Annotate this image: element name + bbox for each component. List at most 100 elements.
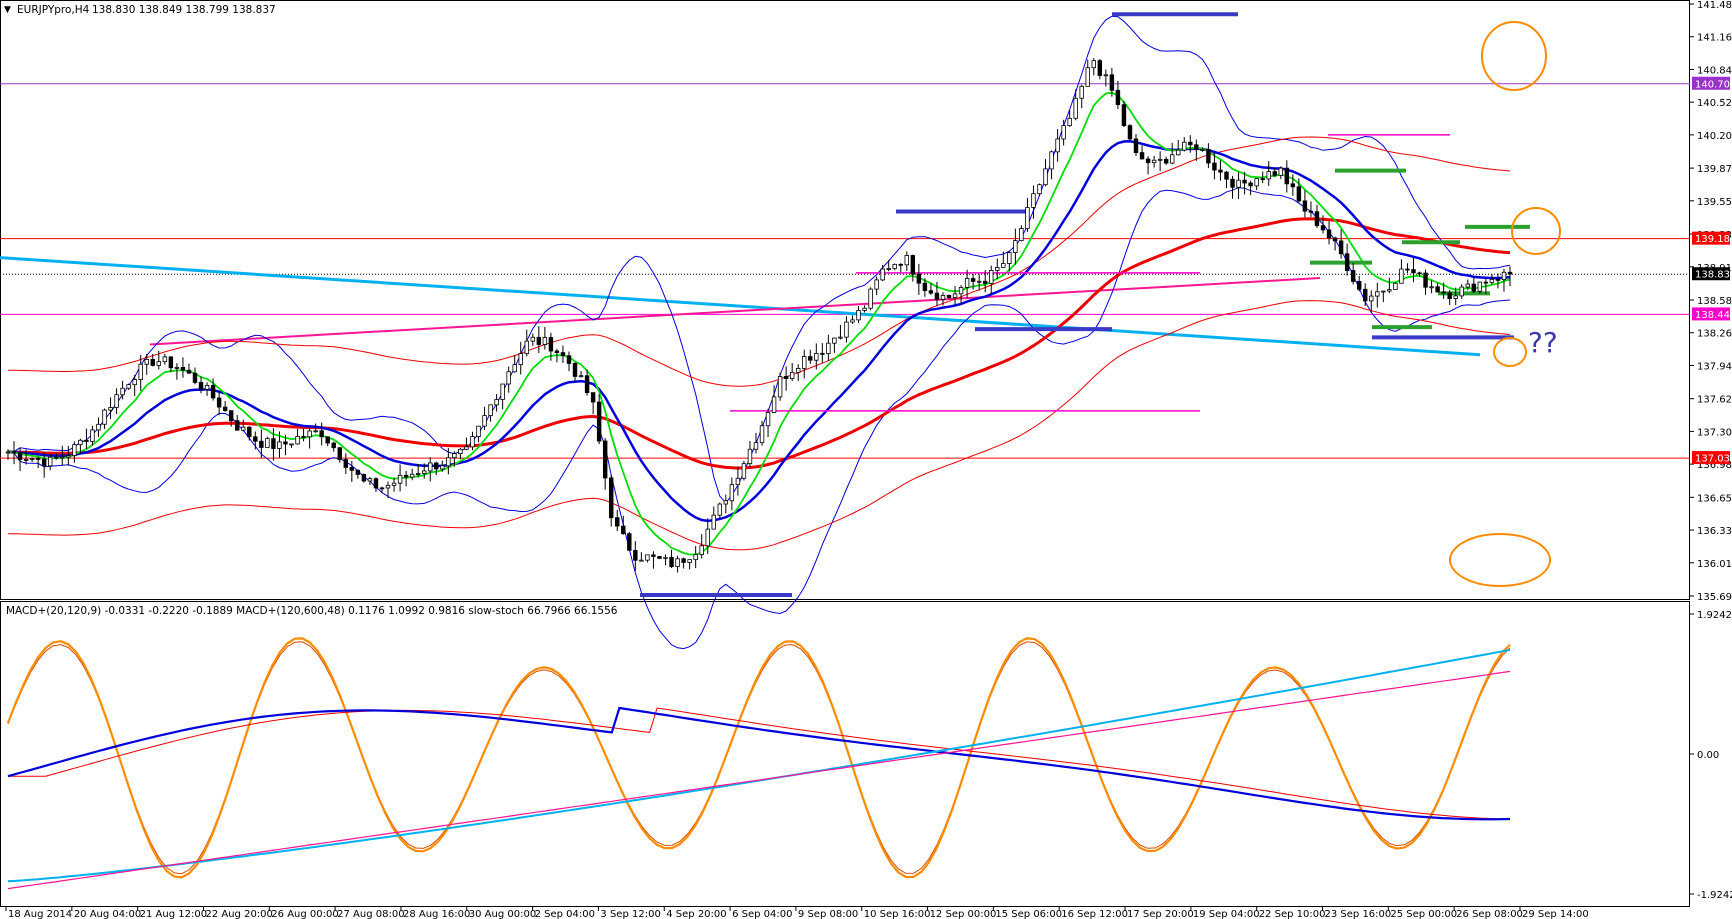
candle-body[interactable] (391, 482, 397, 486)
candle-body[interactable] (114, 394, 119, 408)
candle-body[interactable] (693, 554, 698, 561)
candle-body[interactable] (554, 350, 560, 354)
candle-body[interactable] (1477, 281, 1483, 292)
candle-body[interactable] (1133, 138, 1139, 153)
candle-body[interactable] (759, 425, 765, 444)
candle-body[interactable] (17, 452, 23, 460)
candle-body[interactable] (808, 356, 813, 361)
candle-body[interactable] (102, 409, 107, 425)
candle-body[interactable] (916, 273, 922, 284)
candle-body[interactable] (995, 267, 1000, 271)
candle-body[interactable] (1037, 184, 1042, 195)
candle-body[interactable] (530, 336, 536, 342)
candle-body[interactable] (548, 337, 554, 352)
highlight-circle[interactable] (1449, 533, 1551, 587)
candle-body[interactable] (247, 426, 252, 438)
candle-body[interactable] (771, 396, 777, 413)
candle-body[interactable] (572, 363, 578, 377)
candle-body[interactable] (403, 474, 409, 478)
candle-body[interactable] (343, 459, 349, 468)
candle-body[interactable] (627, 533, 632, 551)
candle-body[interactable] (301, 436, 306, 438)
candle-body[interactable] (325, 436, 330, 444)
candle-body[interactable] (29, 458, 35, 460)
candle-body[interactable] (663, 556, 668, 559)
candle-body[interactable] (1109, 74, 1115, 91)
candle-body[interactable] (608, 477, 614, 519)
candle-body[interactable] (379, 487, 385, 490)
candle-body[interactable] (1151, 159, 1157, 164)
candle-body[interactable] (1007, 252, 1012, 264)
candle-body[interactable] (476, 425, 481, 437)
candle-body[interactable] (132, 379, 137, 386)
candle-body[interactable] (464, 446, 469, 450)
candle-body[interactable] (1188, 141, 1193, 146)
candle-body[interactable] (1447, 292, 1452, 299)
candle-body[interactable] (795, 368, 801, 373)
highlight-circle[interactable] (1493, 337, 1527, 367)
candle-body[interactable] (1145, 158, 1151, 164)
candle-body[interactable] (5, 451, 11, 454)
candle-body[interactable] (596, 401, 602, 442)
candle-body[interactable] (289, 443, 294, 446)
candle-body[interactable] (1356, 281, 1362, 290)
candle-body[interactable] (1429, 286, 1434, 289)
candle-body[interactable] (687, 559, 692, 563)
candle-body[interactable] (1224, 171, 1229, 180)
candle-body[interactable] (928, 290, 934, 294)
candle-body[interactable] (1284, 167, 1290, 185)
candle-body[interactable] (126, 384, 131, 389)
candle-body[interactable] (747, 448, 753, 465)
candle-body[interactable] (669, 556, 674, 568)
candle-body[interactable] (1266, 171, 1271, 180)
candle-body[interactable] (253, 436, 258, 442)
candle-body[interactable] (1013, 240, 1018, 253)
candle-body[interactable] (741, 463, 747, 479)
candle-body[interactable] (277, 441, 282, 449)
candle-body[interactable] (120, 387, 125, 396)
candle-body[interactable] (11, 451, 17, 454)
candle-body[interactable] (681, 558, 686, 563)
candle-body[interactable] (385, 485, 391, 489)
candle-body[interactable] (802, 356, 807, 369)
candle-body[interactable] (482, 415, 487, 427)
candle-body[interactable] (48, 456, 53, 467)
candle-body[interactable] (964, 278, 970, 288)
candle-body[interactable] (1350, 270, 1356, 282)
candle-body[interactable] (874, 279, 879, 290)
candle-body[interactable] (1206, 148, 1211, 164)
candle-body[interactable] (1308, 210, 1314, 213)
candle-body[interactable] (850, 319, 855, 323)
candle-body[interactable] (84, 439, 89, 442)
candle-body[interactable] (180, 366, 186, 371)
candle-body[interactable] (35, 458, 41, 460)
candle-body[interactable] (820, 352, 825, 355)
candle-body[interactable] (705, 528, 710, 547)
candle-body[interactable] (1320, 225, 1326, 231)
candle-body[interactable] (904, 255, 910, 266)
candle-body[interactable] (970, 278, 976, 282)
candle-body[interactable] (192, 372, 198, 383)
candle-body[interactable] (1423, 272, 1428, 288)
candle-body[interactable] (319, 430, 324, 438)
candle-body[interactable] (1157, 158, 1163, 161)
candle-body[interactable] (1055, 138, 1060, 153)
candle-body[interactable] (1121, 104, 1127, 127)
candle-body[interactable] (518, 353, 523, 366)
candle-body[interactable] (856, 310, 861, 321)
candle-body[interactable] (1061, 125, 1066, 140)
pink-trendline[interactable] (149, 277, 1321, 346)
candle-body[interactable] (1363, 288, 1368, 302)
candle-body[interactable] (783, 376, 789, 379)
candle-body[interactable] (590, 392, 596, 403)
candle-body[interactable] (1296, 186, 1302, 202)
candle-body[interactable] (1127, 125, 1133, 140)
candle-body[interactable] (958, 287, 964, 295)
candle-body[interactable] (886, 268, 891, 270)
candle-body[interactable] (1507, 271, 1513, 275)
candle-body[interactable] (1067, 117, 1072, 126)
candle-body[interactable] (235, 420, 240, 431)
candle-body[interactable] (494, 399, 499, 406)
candle-body[interactable] (735, 477, 741, 486)
candle-body[interactable] (524, 340, 529, 355)
